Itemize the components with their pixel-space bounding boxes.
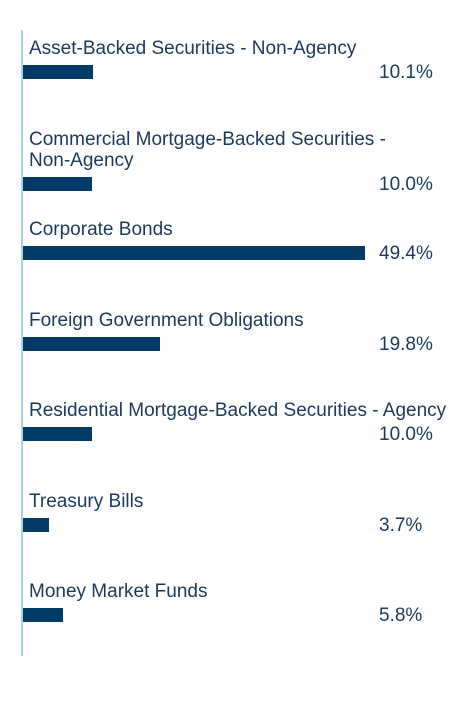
category-label: Treasury Bills bbox=[29, 490, 144, 512]
bar bbox=[23, 608, 64, 622]
bar bbox=[23, 517, 49, 532]
bar bbox=[23, 65, 93, 79]
value-label: 5.8% bbox=[379, 605, 423, 626]
value-label: 10.1% bbox=[379, 62, 433, 83]
y-axis-line bbox=[21, 30, 23, 656]
value-label: 3.7% bbox=[379, 514, 423, 536]
value-label: 10.0% bbox=[379, 424, 433, 445]
bar bbox=[23, 336, 161, 351]
category-label: Foreign Government Obligations bbox=[29, 309, 304, 331]
category-label: Residential Mortgage-Backed Securities -… bbox=[29, 400, 447, 421]
bar bbox=[23, 246, 365, 260]
bar bbox=[23, 427, 93, 441]
value-label: 10.0% bbox=[379, 173, 433, 195]
value-label: 49.4% bbox=[379, 243, 433, 264]
category-label: Corporate Bonds bbox=[29, 219, 173, 240]
category-label: Money Market Funds bbox=[29, 581, 208, 602]
category-label: Non-Agency bbox=[29, 149, 134, 171]
category-label: Asset-Backed Securities - Non-Agency bbox=[29, 38, 357, 59]
bar bbox=[23, 176, 93, 191]
value-label: 19.8% bbox=[379, 333, 433, 355]
category-label: Commercial Mortgage-Backed Securities - bbox=[29, 128, 386, 150]
